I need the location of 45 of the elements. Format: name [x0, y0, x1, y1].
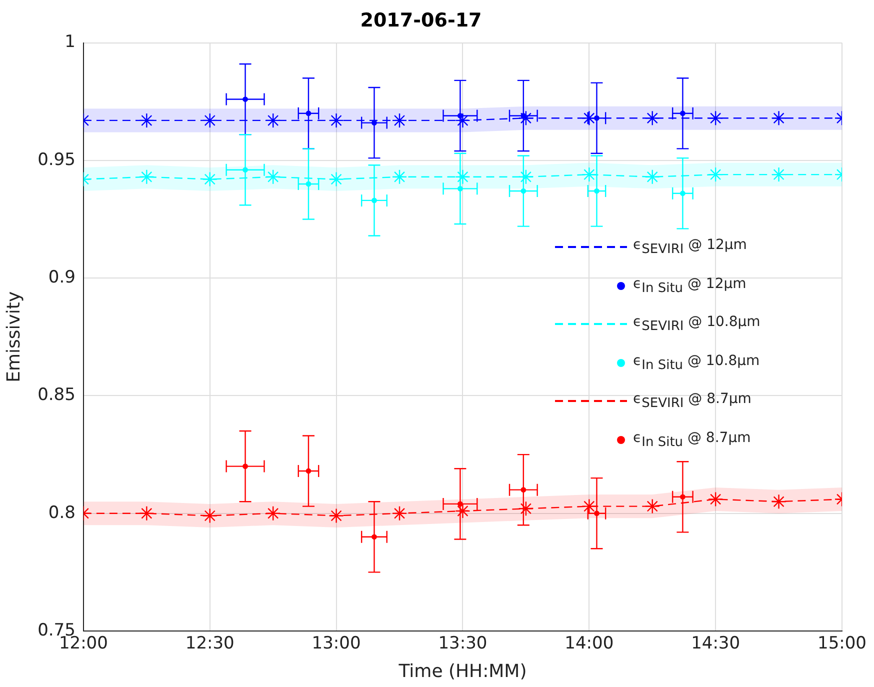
point — [392, 169, 408, 185]
point — [265, 112, 281, 128]
y-tick-label: 0.85 — [38, 385, 76, 406]
y-tick-label: 0.95 — [38, 150, 76, 170]
point — [771, 494, 786, 510]
point — [202, 112, 218, 128]
point — [265, 506, 281, 521]
point — [392, 506, 408, 521]
point — [644, 169, 660, 185]
x-tick-label: 14:30 — [691, 634, 740, 654]
point — [518, 501, 534, 516]
x-tick-label: 15:00 — [818, 634, 866, 654]
x-tick-label: 13:00 — [312, 634, 361, 654]
point — [202, 172, 218, 187]
point — [582, 166, 597, 182]
y-tick-label: 0.8 — [48, 502, 76, 523]
point — [582, 498, 597, 514]
point — [328, 112, 344, 128]
point — [139, 169, 154, 185]
point — [771, 110, 786, 126]
point — [455, 169, 470, 185]
x-axis-title: Time (HH:MM) — [398, 660, 527, 682]
y-axis-title: Emissivity — [3, 291, 24, 382]
point — [644, 498, 660, 514]
point — [202, 508, 218, 524]
x-tick-label: 12:30 — [185, 634, 234, 654]
point — [771, 166, 786, 182]
point — [708, 166, 724, 182]
point — [392, 112, 408, 128]
y-tick-label: 1 — [64, 32, 76, 52]
point — [518, 110, 534, 126]
point — [328, 508, 344, 524]
point — [644, 110, 660, 126]
x-tick-label: 14:00 — [564, 634, 614, 654]
point — [139, 112, 154, 128]
point — [708, 110, 724, 126]
point — [518, 169, 534, 185]
x-tick-label: 13:30 — [438, 634, 488, 654]
point — [455, 503, 470, 519]
chart-title: 2017-06-17 — [360, 9, 482, 32]
point — [708, 492, 724, 507]
point — [455, 112, 470, 128]
point — [328, 172, 344, 187]
point — [139, 506, 154, 521]
y-tick-label: 0.9 — [48, 268, 76, 288]
